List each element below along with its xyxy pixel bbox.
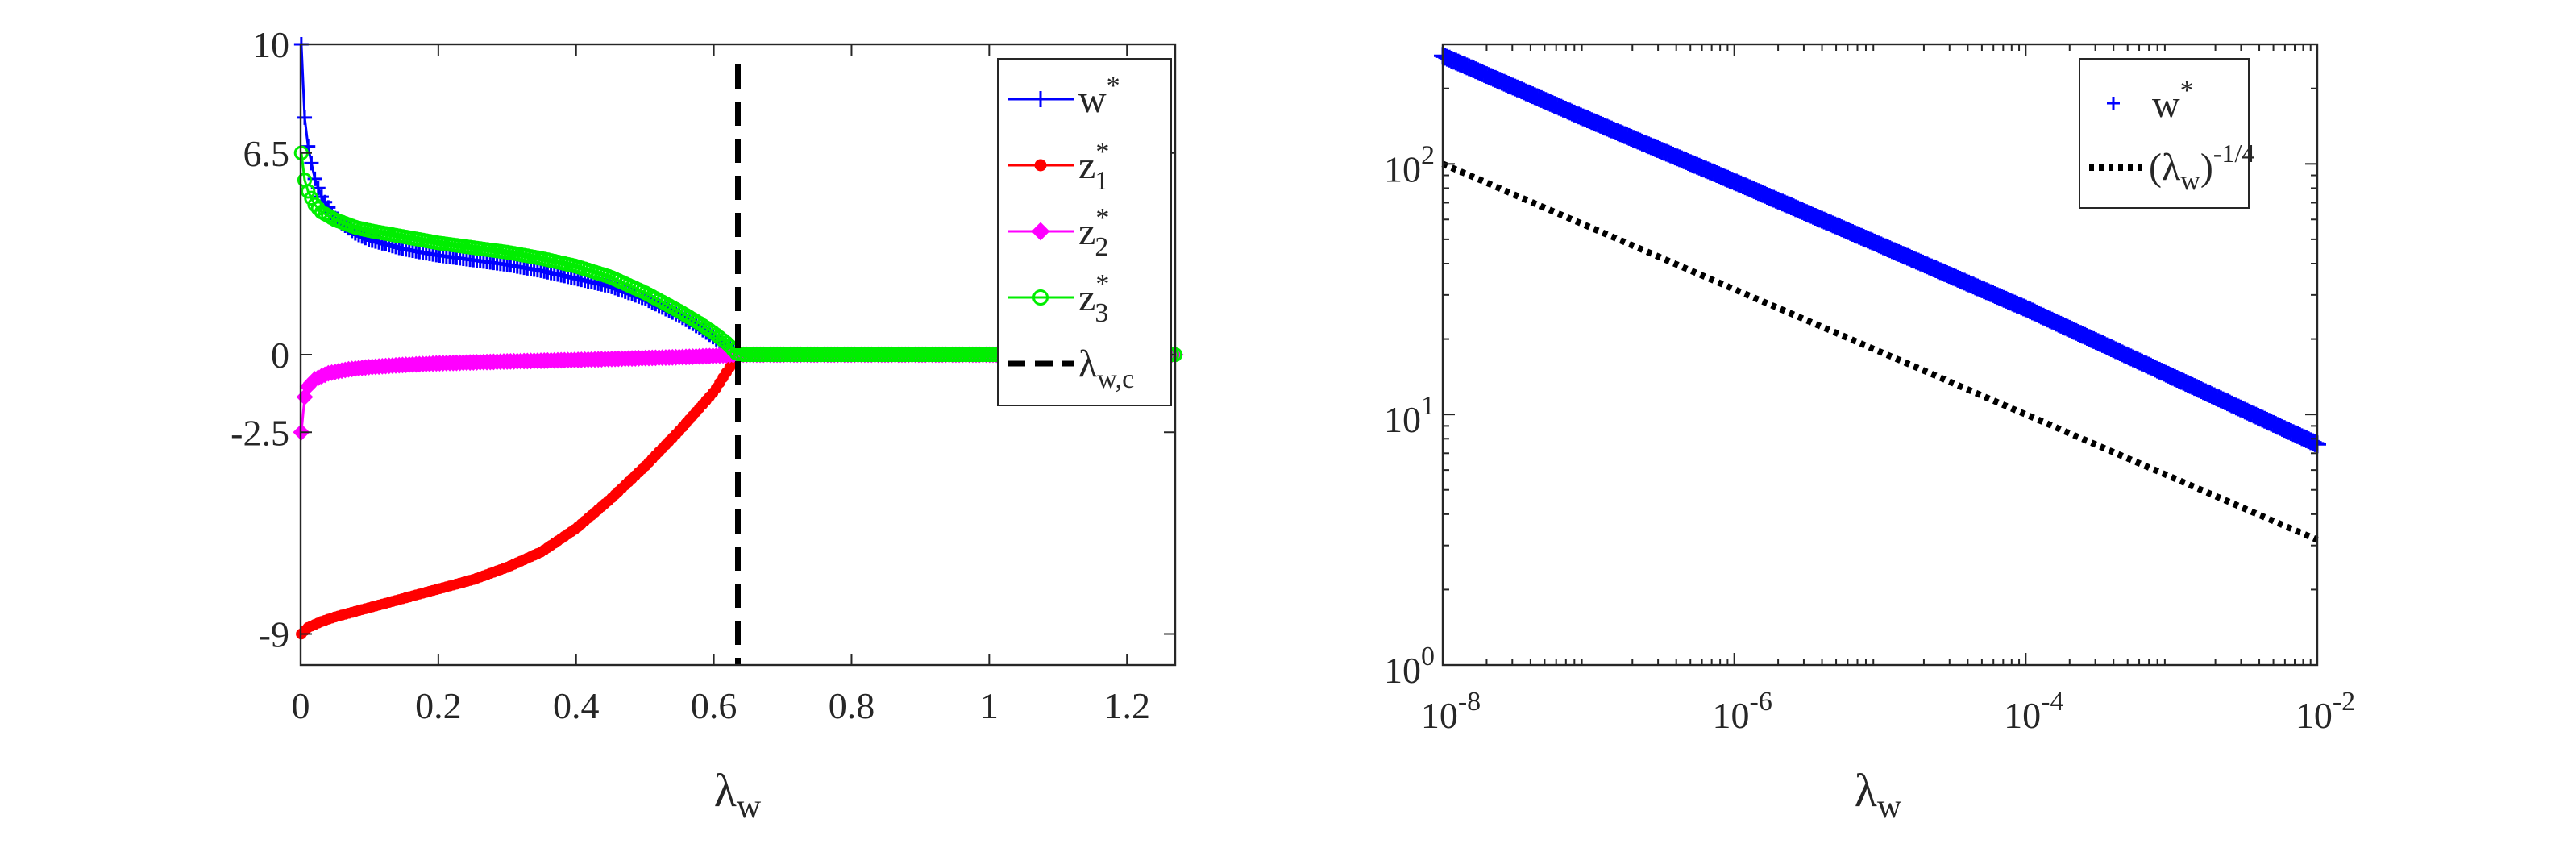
left-x-axis-label: λw [714, 764, 762, 825]
right-series-line-1 [1441, 160, 2319, 543]
left-xtick-label-3: 0.6 [691, 685, 737, 726]
right-legend-box [2079, 58, 2250, 209]
left-xtick-label-6: 1.2 [1103, 685, 1150, 726]
left-legend-label-3: z* 3 [1078, 269, 1109, 328]
left-legend-label-0: w* [1078, 71, 1120, 121]
left-ytick-label-1: 6.5 [243, 133, 290, 174]
right-ticks: 10-8 10-6 10-4 10-2 100 101 102 [1384, 44, 2355, 736]
right-ytick-label-2: 102 [1384, 140, 1435, 189]
left-ytick-label-3: -2.5 [231, 412, 289, 453]
left-xlabel-sub: w [737, 788, 762, 825]
right-axes-box [1441, 43, 2319, 667]
right-legend-label-1: (λw)-1/4 [2149, 139, 2254, 196]
left-xtick-label-1: 0.2 [415, 685, 462, 726]
left-legend[interactable]: w* z* 1 z* 2 z* 3 λw,c [997, 58, 1172, 406]
left-legend-label-4: λw,c [1078, 343, 1134, 394]
right-ytick-label-0: 100 [1384, 642, 1435, 691]
left-legend-label-1: z* 1 [1078, 137, 1109, 196]
left-xtick-label-0: 0 [292, 685, 310, 726]
right-legend-label-0: w* [2152, 76, 2194, 126]
right-xtick-label-0: 10-8 [1421, 687, 1481, 736]
right-chart: 10-8 10-6 10-4 10-2 100 101 102 λw w* (λw)-1/4 [1384, 43, 2355, 825]
legend-marker-0 [1032, 91, 1049, 107]
left-chart: 0 0.2 0.4 0.6 0.8 1 1.2 10 6.5 0 -2.5 -9 λw w* z* 1 z*… [231, 24, 1184, 825]
left-xtick-label-5: 1 [980, 685, 999, 726]
right-xtick-label-3: 10-2 [2296, 687, 2355, 736]
right-xtick-label-1: 10-6 [1713, 687, 1772, 736]
legend-marker-2 [1031, 222, 1050, 241]
left-ytick-label-0: 10 [252, 24, 289, 65]
legend-marker-3 [1032, 289, 1049, 306]
left-ytick-label-2: 0 [271, 335, 289, 376]
right-xlabel-sub: w [1877, 788, 1902, 825]
legend-marker-1 [1034, 159, 1047, 172]
left-legend-label-2: z* 2 [1078, 203, 1109, 262]
left-xtick-label-2: 0.4 [553, 685, 600, 726]
left-ticks: 0 0.2 0.4 0.6 0.8 1 1.2 10 6.5 0 -2.5 -9 [231, 24, 1175, 726]
left-xlabel-main: λ [714, 764, 737, 817]
left-point-3-2 [301, 184, 316, 199]
right-legend-marker-0 [2107, 97, 2120, 110]
right-ytick-label-1: 101 [1384, 391, 1435, 440]
right-xlabel-main: λ [1855, 764, 1877, 817]
right-xtick-label-2: 10-4 [2004, 687, 2063, 736]
left-ytick-label-4: -9 [259, 614, 289, 655]
left-xtick-label-4: 0.8 [829, 685, 875, 726]
right-x-axis-label: λw [1855, 764, 1902, 825]
right-legend[interactable]: w* (λw)-1/4 [2079, 58, 2254, 209]
left-point-0-3 [304, 156, 319, 171]
